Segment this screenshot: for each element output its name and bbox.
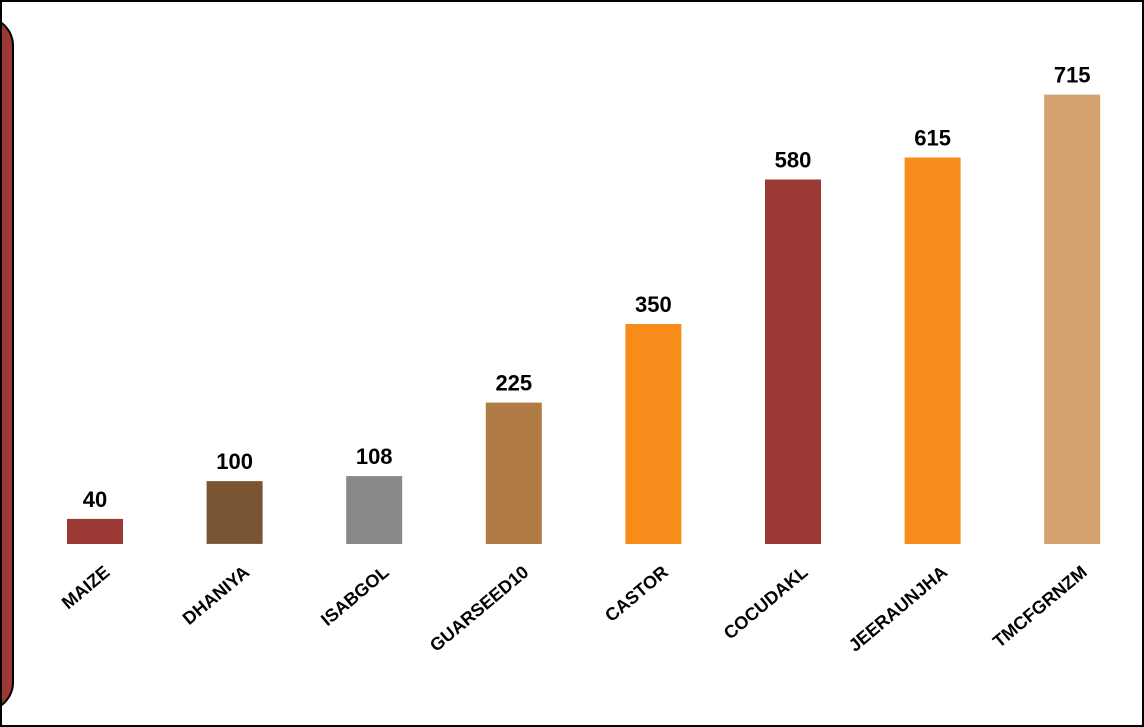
category-label-dhaniya: DHANIYA (179, 562, 253, 629)
category-label-castor: CASTOR (601, 562, 672, 626)
category-label-tmcfgrnzm: TMCFGRNZM (989, 562, 1091, 652)
value-label-jeeraunjha: 615 (914, 126, 951, 151)
bar-dhaniya (206, 481, 263, 544)
category-label-jeeraunjha: JEERAUNJHA (845, 562, 951, 656)
category-label-isabgol: ISABGOL (317, 562, 393, 630)
bar-isabgol (346, 476, 403, 544)
bar-cocudakl (765, 179, 821, 544)
bar-tmcfgrnzm (1044, 94, 1101, 544)
bar-castor (625, 324, 682, 544)
bar-jeeraunjha (904, 157, 961, 544)
value-label-tmcfgrnzm: 715 (1054, 63, 1091, 88)
value-label-cocudakl: 580 (775, 148, 812, 173)
value-label-dhaniya: 100 (216, 449, 253, 474)
bar-maize (67, 518, 123, 544)
value-label-guarseed10: 225 (495, 371, 532, 396)
value-label-isabgol: 108 (356, 444, 393, 469)
value-label-maize: 40 (83, 487, 107, 512)
category-label-maize: MAIZE (58, 562, 114, 613)
category-label-guarseed10: GUARSEED10 (426, 562, 532, 656)
value-label-castor: 350 (635, 292, 672, 317)
category-label-cocudakl: COCUDAKL (720, 562, 812, 644)
bar-guarseed10 (485, 402, 542, 544)
